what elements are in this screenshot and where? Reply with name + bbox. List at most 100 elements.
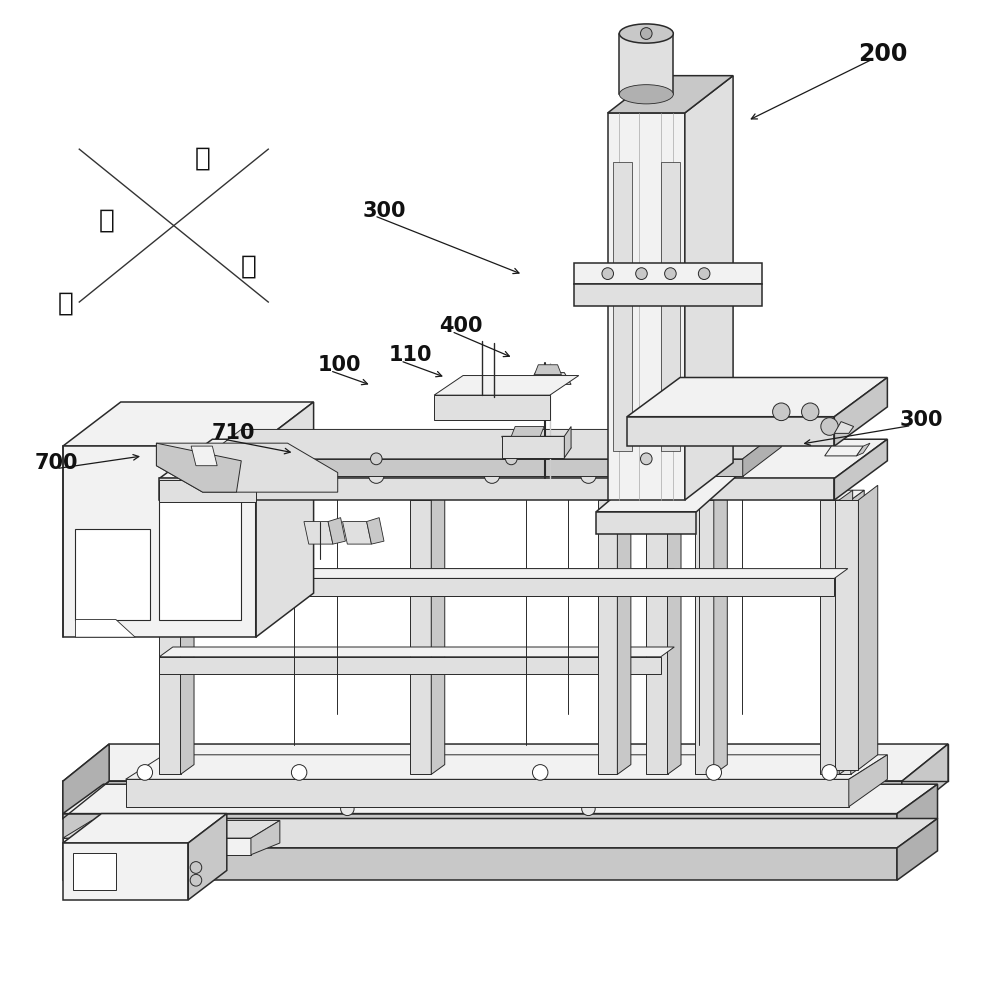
Circle shape (273, 468, 287, 483)
Polygon shape (159, 480, 256, 502)
Polygon shape (858, 485, 878, 770)
Polygon shape (596, 471, 743, 512)
Polygon shape (63, 781, 902, 818)
Polygon shape (608, 76, 733, 113)
Polygon shape (159, 439, 888, 478)
Polygon shape (256, 402, 314, 637)
Polygon shape (534, 365, 562, 375)
Polygon shape (159, 500, 180, 774)
Text: 710: 710 (212, 423, 255, 443)
Circle shape (582, 802, 595, 816)
Polygon shape (627, 377, 888, 417)
Circle shape (371, 453, 382, 465)
Polygon shape (830, 490, 864, 500)
Polygon shape (328, 518, 345, 544)
Polygon shape (646, 500, 667, 774)
Text: 700: 700 (34, 453, 78, 473)
Polygon shape (159, 569, 848, 578)
Polygon shape (63, 843, 188, 900)
Polygon shape (434, 376, 579, 395)
Polygon shape (63, 838, 251, 855)
Text: 300: 300 (362, 201, 405, 221)
Ellipse shape (619, 85, 673, 104)
Polygon shape (574, 284, 762, 306)
Polygon shape (159, 490, 194, 500)
Polygon shape (159, 647, 674, 657)
Polygon shape (617, 490, 631, 774)
Polygon shape (685, 76, 733, 500)
Circle shape (699, 268, 709, 279)
Text: 300: 300 (899, 410, 943, 430)
Circle shape (291, 765, 307, 780)
Polygon shape (667, 490, 681, 774)
Circle shape (821, 418, 838, 435)
Polygon shape (159, 569, 674, 578)
Circle shape (772, 403, 790, 421)
Text: 400: 400 (440, 316, 483, 336)
Circle shape (822, 765, 837, 780)
Polygon shape (598, 500, 617, 774)
Polygon shape (63, 848, 897, 880)
Polygon shape (839, 490, 853, 774)
Polygon shape (646, 490, 681, 500)
Polygon shape (188, 814, 226, 900)
Polygon shape (835, 500, 858, 770)
Circle shape (532, 765, 548, 780)
Polygon shape (342, 522, 372, 544)
Polygon shape (528, 373, 571, 384)
Polygon shape (203, 429, 781, 459)
Polygon shape (834, 377, 888, 446)
Circle shape (190, 862, 202, 873)
Polygon shape (834, 422, 854, 433)
Polygon shape (608, 113, 685, 500)
Polygon shape (304, 522, 333, 544)
Polygon shape (661, 162, 680, 451)
Circle shape (602, 268, 613, 279)
Polygon shape (897, 784, 938, 848)
Polygon shape (851, 490, 864, 774)
Polygon shape (76, 620, 135, 637)
Circle shape (137, 765, 153, 780)
Polygon shape (76, 529, 150, 620)
Polygon shape (743, 429, 781, 476)
Text: 200: 200 (858, 42, 907, 66)
Polygon shape (431, 490, 445, 774)
Circle shape (506, 453, 517, 465)
Polygon shape (627, 417, 834, 446)
Polygon shape (856, 443, 870, 456)
Polygon shape (897, 818, 938, 880)
Text: 侧: 侧 (241, 254, 257, 280)
Circle shape (636, 268, 647, 279)
Polygon shape (159, 578, 661, 596)
Circle shape (641, 453, 652, 465)
Polygon shape (63, 784, 938, 814)
Polygon shape (159, 478, 834, 500)
Circle shape (235, 453, 247, 465)
Polygon shape (512, 426, 544, 436)
Polygon shape (713, 490, 727, 774)
Polygon shape (63, 402, 314, 446)
Circle shape (641, 28, 652, 39)
Polygon shape (367, 518, 384, 544)
Polygon shape (63, 818, 938, 848)
Polygon shape (203, 459, 743, 476)
Polygon shape (180, 490, 194, 774)
Circle shape (369, 468, 384, 483)
Polygon shape (63, 446, 256, 637)
Text: 100: 100 (318, 355, 361, 375)
Polygon shape (695, 500, 713, 774)
Polygon shape (63, 814, 226, 843)
Polygon shape (434, 395, 550, 420)
Polygon shape (825, 446, 863, 456)
Circle shape (664, 268, 676, 279)
Polygon shape (159, 500, 241, 620)
Circle shape (802, 403, 819, 421)
Polygon shape (251, 820, 279, 855)
Circle shape (707, 765, 721, 780)
Text: 110: 110 (389, 345, 432, 365)
Polygon shape (63, 744, 109, 818)
Polygon shape (820, 500, 839, 774)
Polygon shape (612, 162, 632, 451)
Polygon shape (63, 814, 897, 848)
Circle shape (484, 468, 500, 483)
